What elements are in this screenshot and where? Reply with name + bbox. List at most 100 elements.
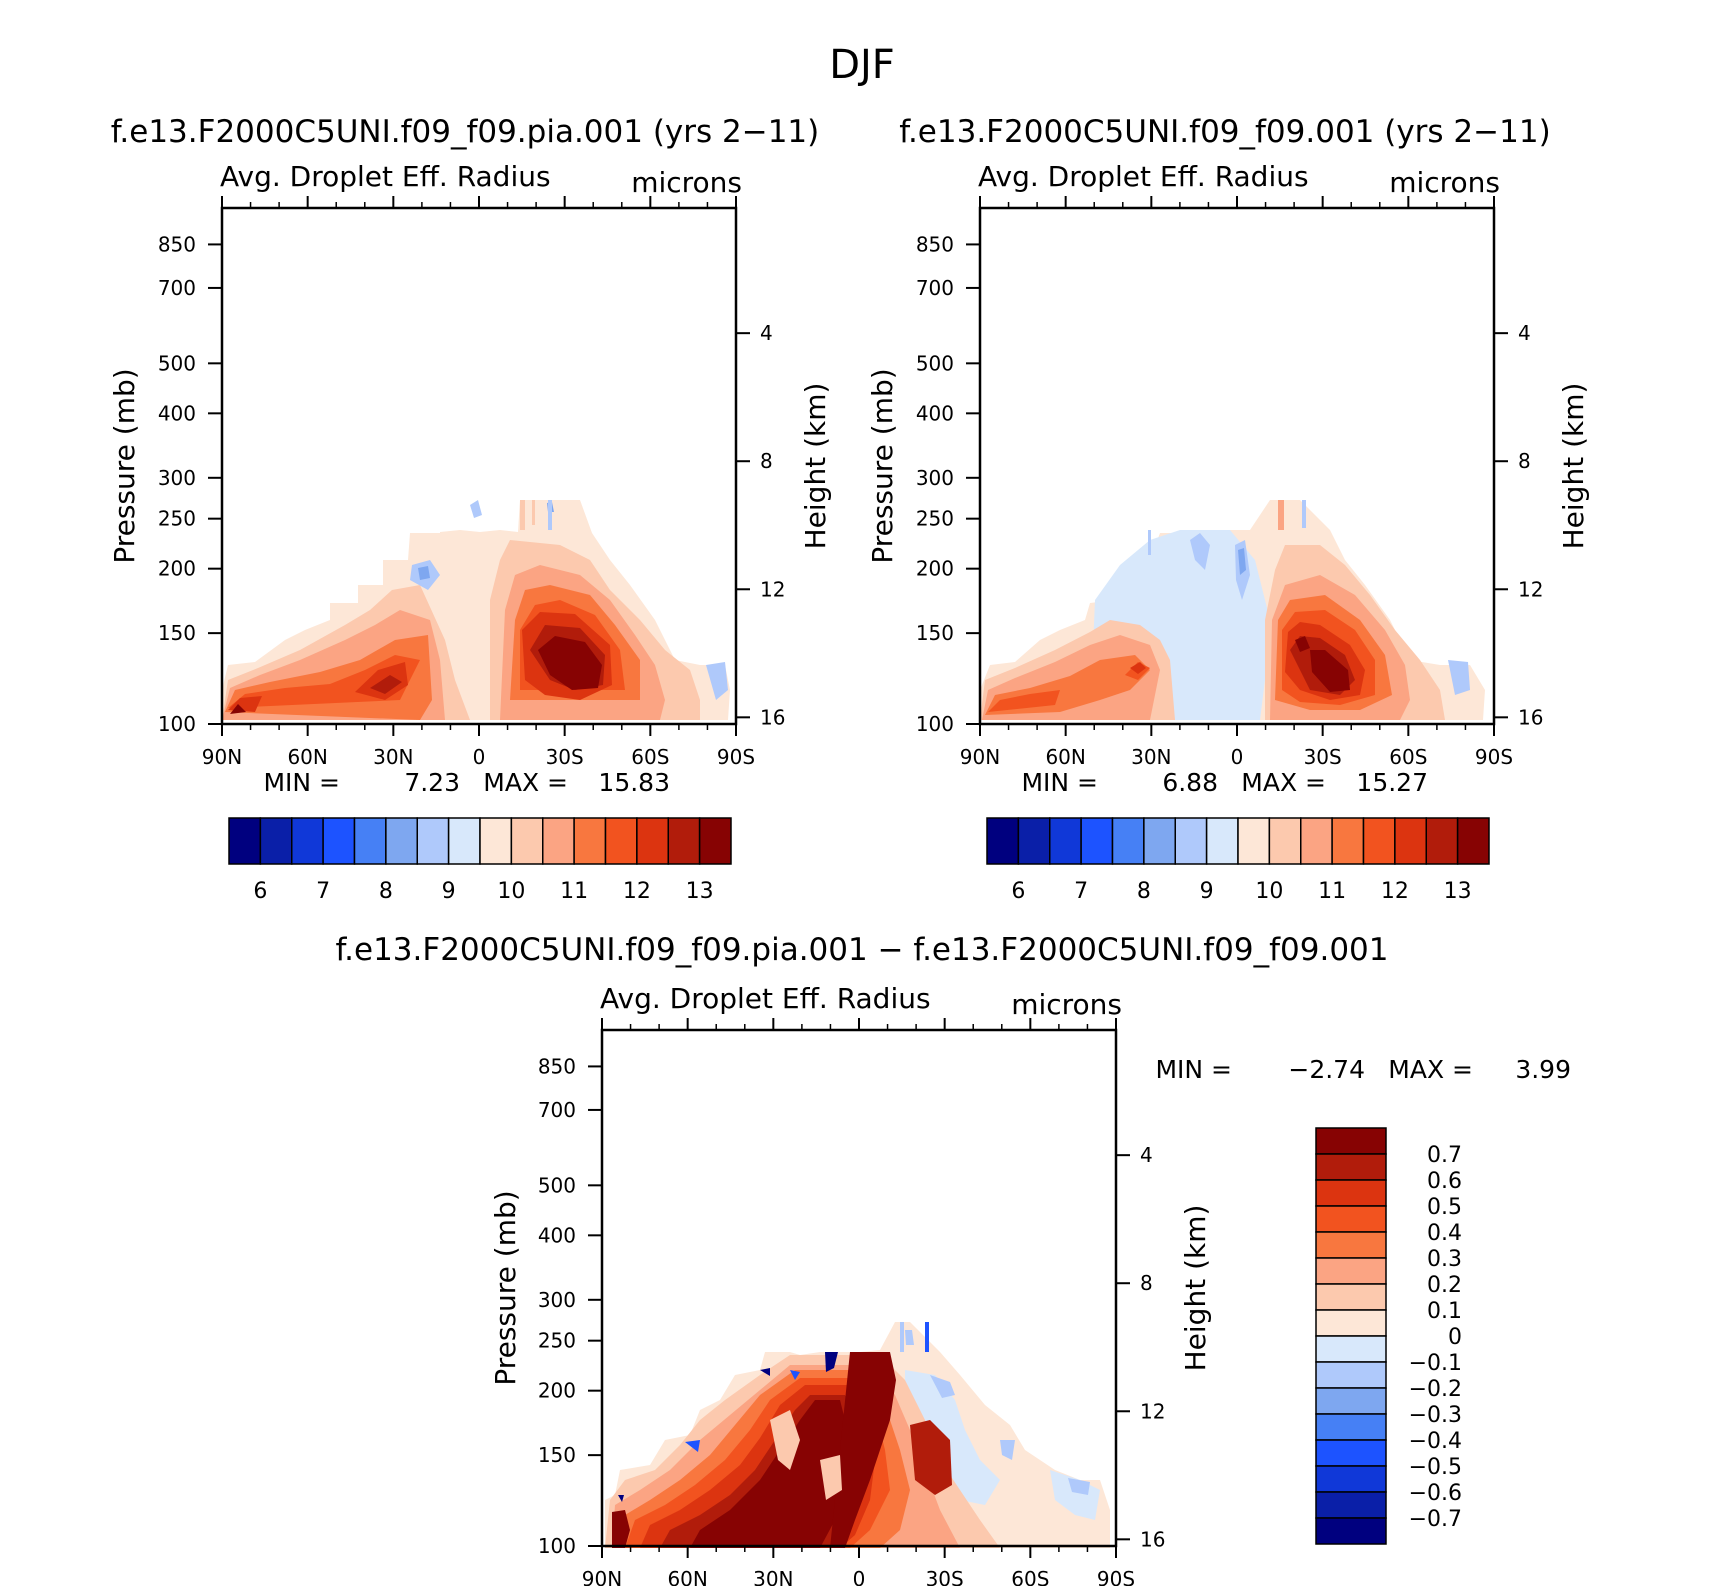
y-tick-label: 400 [538,1223,576,1247]
colorbar-swatch [542,817,575,865]
panel-2-min-label: MIN = [1021,768,1098,797]
x-tick-label: 30N [753,1567,793,1586]
colorbar-swatch [259,817,293,865]
y-tick-label: 850 [916,232,954,256]
y-tick-label: 150 [538,1443,576,1467]
panel-1-title: f.e13.F2000C5UNI.f09_f09.pia.001 (yrs 2−… [111,114,820,150]
y2-tick-label: 4 [1518,321,1531,345]
colorbar-label: 10 [497,879,525,904]
colorbar-swatch [1315,1413,1387,1441]
colorbar-swatch [1315,1361,1387,1389]
colorbar-label: 0.7 [1427,1143,1462,1168]
x-tick-label: 30N [373,745,413,769]
panel-1-min-value: 7.23 [404,768,460,797]
panel-3-units: microns [1011,988,1122,1021]
colorbar-swatch [1315,1335,1387,1363]
y-tick-label: 250 [916,507,954,531]
panel-1: f.e13.F2000C5UNI.f09_f09.pia.001 (yrs 2−… [108,114,832,904]
colorbar-label: −0.5 [1409,1455,1462,1480]
colorbar-swatch [1268,817,1302,865]
y-tick-label: 100 [916,712,954,736]
y2-tick-label: 8 [760,449,773,473]
panel-2: f.e13.F2000C5UNI.f09_f09.001 (yrs 2−11) … [866,114,1590,904]
y2-tick-label: 4 [1140,1143,1153,1167]
colorbar-label: 6 [1011,879,1025,904]
x-tick-label: 90N [202,745,242,769]
panel-1-left-label: Avg. Droplet Eff. Radius [220,160,551,193]
panel-2-ylabel: Pressure (mb) [866,368,899,563]
x-tick-label: 30S [1304,745,1342,769]
y-tick-label: 500 [158,351,196,375]
colorbar-label: 8 [379,879,393,904]
colorbar-swatch [1315,1257,1387,1285]
colorbar-swatch [1315,1153,1387,1181]
colorbar-label: 0 [1448,1325,1462,1350]
colorbar-swatch [1315,1387,1387,1415]
panel-2-units: microns [1389,166,1500,199]
y-tick-label: 700 [158,276,196,300]
y-tick-label: 200 [158,557,196,581]
colorbar-label: −0.7 [1409,1507,1462,1532]
panel-3-title: f.e13.F2000C5UNI.f09_f09.pia.001 − f.e13… [335,932,1388,968]
colorbar-swatch [1315,1309,1387,1337]
y2-tick-label: 16 [760,705,785,729]
x-tick-label: 90N [582,1567,622,1586]
panel-1-units: microns [631,166,742,199]
colorbar-label: 6 [253,879,267,904]
colorbar-swatch [1300,817,1333,865]
colorbar-swatch [1315,1179,1387,1207]
colorbar-label: 12 [1381,879,1409,904]
y2-tick-label: 8 [1518,449,1531,473]
colorbar-label: 0.6 [1427,1169,1462,1194]
x-tick-label: 0 [473,745,486,769]
panel-2-max-label: MAX = [1241,768,1326,797]
colorbar-swatch [385,817,418,865]
colorbar-label: 13 [1444,879,1472,904]
colorbar-swatch [353,817,387,865]
y-tick-label: 500 [916,351,954,375]
y-tick-label: 500 [538,1173,576,1197]
panel-2-y2label: Height (km) [1557,383,1590,550]
colorbar-swatch [986,817,1020,865]
x-tick-label: 30S [546,745,584,769]
panel-1-axes: 90N 60N 30N 0 30S 60S 90S 100 150 200 250 300 400 500… [158,196,785,769]
colorbar-label: −0.1 [1409,1351,1462,1376]
colorbar-swatch [636,817,669,865]
colorbar-label: 13 [686,879,714,904]
colorbar-label: −0.3 [1409,1403,1462,1428]
x-tick-label: 90S [1475,745,1513,769]
colorbar-swatch [604,817,638,865]
colorbar-label: 12 [623,879,651,904]
y2-tick-label: 16 [1140,1527,1165,1551]
panel-3-axes: 90N 60N 30N 0 30S 60S 90S 100 150 200 250 300 400 500… [538,1018,1165,1586]
colorbar-swatch [1456,817,1490,865]
panel-2-min-value: 6.88 [1162,768,1218,797]
colorbar-swatch [573,817,607,865]
panel-2-left-label: Avg. Droplet Eff. Radius [978,160,1309,193]
colorbar-label: 0.2 [1427,1273,1462,1298]
y-tick-label: 700 [538,1098,576,1122]
x-tick-label: 90S [717,745,755,769]
panel-3: f.e13.F2000C5UNI.f09_f09.pia.001 − f.e13… [335,932,1571,1586]
panel-2-max-value: 15.27 [1356,768,1428,797]
colorbar-label: −0.6 [1409,1481,1462,1506]
panel-1-max-value: 15.83 [598,768,670,797]
y-tick-label: 850 [538,1054,576,1078]
y-tick-label: 200 [538,1379,576,1403]
panel-1-colorbar: 6 7 8 9 10 11 12 13 [228,817,732,904]
colorbar-swatch [1315,1491,1387,1519]
panel-3-min-label: MIN = [1155,1055,1232,1084]
x-tick-label: 60S [1011,1567,1049,1586]
panel-3-left-label: Avg. Droplet Eff. Radius [600,982,931,1015]
panel-2-axes: 90N 60N 30N 0 30S 60S 90S 100 150 200 250 300 400 500… [916,196,1543,769]
colorbar-swatch [1331,817,1365,865]
panel-3-y2label: Height (km) [1179,1205,1212,1372]
colorbar-swatch [1143,817,1176,865]
panel-1-y2label: Height (km) [799,383,832,550]
colorbar-label: 9 [1200,879,1214,904]
colorbar-swatch [1315,1127,1387,1155]
y-tick-label: 400 [158,401,196,425]
colorbar-label: 11 [1318,879,1346,904]
y-tick-label: 200 [916,557,954,581]
